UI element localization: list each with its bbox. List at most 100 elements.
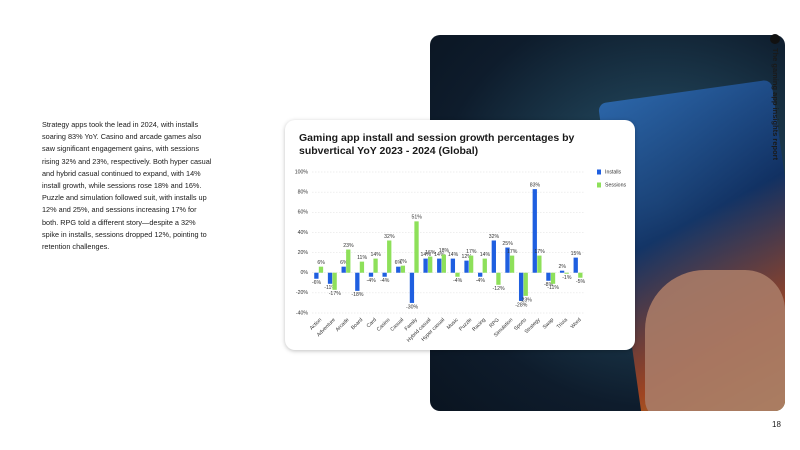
data-label: -1% [562,275,572,281]
bar [464,260,469,273]
chart-card: -40% -20% 0% 20% 40% 60% 80% 100% Action -6% 6% Adv… [285,120,635,350]
y-tick-label: 80% [298,190,309,196]
bar [550,272,556,284]
bar [564,272,569,274]
bar [496,272,501,285]
data-label: 7% [399,259,407,265]
y-tick-label: 60% [298,210,309,216]
data-label: -30% [406,304,418,310]
x-tick-label: Casino [376,317,392,333]
data-label: 12% [461,254,472,260]
data-label: -8% [544,282,554,288]
report-title: The gaming app insights report [771,48,780,161]
bar [414,221,419,273]
data-label: -4% [380,278,390,284]
data-label: -11% [324,285,336,291]
data-label: 6% [317,260,325,266]
data-label: -11% [547,285,559,291]
data-label: 14% [448,252,459,258]
data-label: 11% [357,255,367,261]
bar [468,255,474,273]
bar [346,249,351,273]
x-tick-label: Casual [389,317,405,333]
data-label: -23% [520,297,532,303]
bar [482,258,487,273]
bar [559,270,565,273]
bar [428,256,433,273]
data-label: 16% [425,250,436,256]
x-tick-label: Arcade [335,317,351,333]
data-label: 25% [502,241,513,247]
data-label: 51% [411,215,422,221]
bar [505,247,510,273]
data-label: 14% [371,252,382,258]
bar [387,240,392,273]
bar [437,258,442,273]
x-tick-label: Word [570,317,583,330]
bar [400,265,406,273]
bar [382,272,387,277]
bar [478,272,483,277]
chart: -40%-20%0%20%40%60%80%100%Action-6%6%Adv… [295,169,627,343]
y-tick-label: 0% [301,270,309,276]
logo [770,34,780,44]
bar [578,272,583,278]
bar [355,272,360,291]
data-label: 14% [421,252,432,258]
data-label: 2% [558,264,566,270]
data-label: -5% [576,279,586,285]
data-label: 17% [466,249,477,255]
legend-swatch [597,182,601,188]
data-label: -4% [367,278,377,284]
data-label: 6% [340,260,348,266]
bar [518,272,524,301]
data-label: -6% [312,280,322,286]
legend-label: Installs [605,169,622,175]
bar [368,272,374,277]
bar [318,266,324,273]
data-label: 18% [439,248,450,254]
y-tick-label: -40% [296,310,308,316]
data-label: -17% [329,291,341,297]
data-label: 32% [384,234,395,240]
legend-label: Sessions [605,182,626,188]
bar [373,258,378,273]
chart-title: Gaming app install and session growth pe… [299,132,575,157]
data-label: -28% [515,302,527,308]
bar [455,272,460,277]
bar [327,272,333,284]
bar [532,189,537,273]
bar [396,266,401,273]
data-label: -4% [453,278,463,284]
data-label: 17% [507,249,518,255]
data-label: 14% [434,252,445,258]
x-tick-label: Swap [542,317,555,330]
hand [645,270,785,411]
x-tick-label: Trivia [556,317,569,330]
legend-swatch [597,169,601,175]
body-text: Strategy apps took the lead in 2024, wit… [42,120,212,252]
data-label: 15% [571,251,582,257]
bar [314,272,319,279]
bar [409,272,415,303]
bar [341,266,346,273]
data-label: -4% [476,278,486,284]
x-tick-label: Puzzle [458,317,473,332]
bar [546,272,551,281]
page-number: 18 [772,420,781,429]
y-tick-label: -20% [296,290,308,296]
y-tick-label: 20% [298,250,309,256]
bar [537,255,542,273]
data-label: 23% [343,243,354,249]
x-tick-label: Racing [471,317,487,333]
data-label: -18% [351,292,363,298]
data-label: 17% [534,249,545,255]
bar [423,258,428,273]
bar [509,255,515,273]
y-tick-label: 40% [298,230,309,236]
bar [441,254,446,273]
data-label: 14% [480,252,491,258]
data-label: 32% [489,234,500,240]
bar [573,257,578,273]
